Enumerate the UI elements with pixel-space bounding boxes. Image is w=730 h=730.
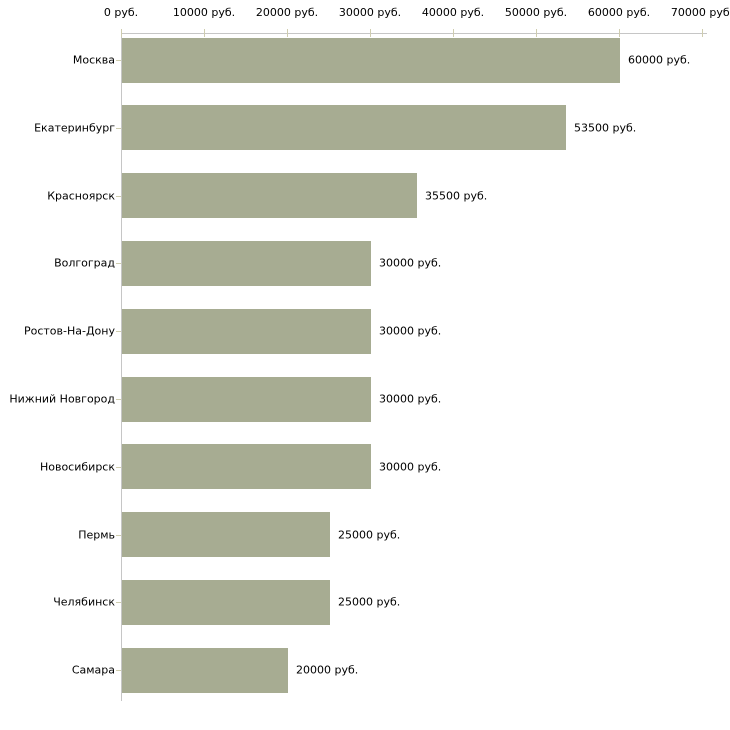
category-tick-mark: [116, 127, 121, 129]
value-label: 25000 руб.: [338, 528, 401, 542]
category-tick-mark: [116, 534, 121, 536]
value-label: 30000 руб.: [379, 256, 442, 270]
category-tick-mark: [116, 466, 121, 468]
x-tick-label: 20000 руб.: [255, 6, 319, 19]
x-tick-mark: [370, 29, 371, 37]
category-tick-mark: [116, 195, 121, 197]
bar-8: [122, 512, 330, 558]
x-tick-label: 70000 руб.: [670, 6, 730, 19]
value-label: 30000 руб.: [379, 460, 442, 474]
category-label: Нижний Новгород: [9, 392, 115, 406]
bar-2: [122, 105, 566, 151]
value-label: 60000 руб.: [628, 53, 691, 67]
value-label: 30000 руб.: [379, 324, 442, 338]
x-tick-mark: [619, 29, 620, 37]
x-tick-label: 50000 руб.: [504, 6, 568, 19]
value-label: 53500 руб.: [574, 121, 637, 135]
y-axis-line: [121, 33, 122, 701]
x-tick-label: 40000 руб.: [421, 6, 485, 19]
category-label: Красноярск: [47, 189, 115, 203]
category-label: Ростов-На-Дону: [23, 324, 115, 338]
category-tick-mark: [116, 399, 121, 400]
category-label: Екатеринбург: [34, 121, 115, 135]
category-label: Челябинск: [53, 595, 115, 609]
category-tick-mark: [116, 670, 121, 672]
x-tick-mark: [121, 29, 122, 37]
bar-6: [122, 376, 371, 422]
category-tick-mark: [116, 331, 121, 333]
bar-1: [122, 37, 620, 83]
value-label: 20000 руб.: [296, 663, 359, 677]
category-tick-mark: [116, 263, 121, 265]
x-tick-label: 30000 руб.: [338, 6, 402, 19]
bar-3: [122, 173, 417, 219]
category-label: Самара: [71, 663, 115, 677]
x-tick-mark: [204, 29, 205, 37]
category-label: Новосибирск: [39, 460, 115, 474]
value-label: 25000 руб.: [338, 595, 401, 609]
x-tick-mark: [453, 29, 454, 37]
category-tick-mark: [116, 602, 121, 604]
x-tick-mark: [287, 29, 288, 37]
category-tick-mark: [116, 60, 121, 61]
category-label: Волгоград: [54, 256, 115, 270]
bar-4: [122, 240, 371, 286]
value-label: 35500 руб.: [425, 189, 488, 203]
x-tick-label: 60000 руб.: [587, 6, 651, 19]
category-label: Москва: [72, 53, 115, 67]
x-tick-label: 0 руб.: [103, 6, 139, 19]
x-tick-mark: [536, 29, 537, 37]
x-tick-label: 10000 руб.: [172, 6, 236, 19]
bar-9: [122, 579, 330, 625]
bar-10: [122, 647, 288, 693]
value-label: 30000 руб.: [379, 392, 442, 406]
bar-5: [122, 308, 371, 354]
x-axis-line: [121, 33, 707, 34]
bar-7: [122, 444, 371, 490]
category-label: Пермь: [78, 528, 115, 542]
x-tick-mark: [702, 29, 703, 37]
